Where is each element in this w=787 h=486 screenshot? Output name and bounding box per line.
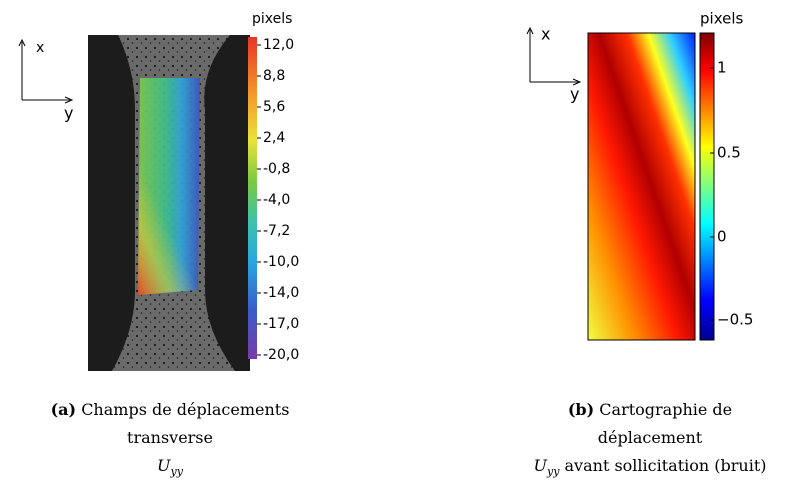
caption-text: Champs de déplacements transverse — [81, 400, 290, 447]
colorbar-tick-label: 1 — [717, 59, 727, 77]
colorbar-tick-label: 0 — [717, 228, 727, 246]
noise-map — [587, 32, 696, 341]
arrow-head — [18, 38, 26, 47]
caption: (a) Champs de déplacements transverse Uy… — [20, 396, 320, 486]
colorbar-tick-label: −0.5 — [717, 311, 753, 329]
axis-x: x — [36, 40, 44, 56]
colorbar — [248, 37, 257, 359]
caption-symbol: U — [157, 456, 171, 475]
colorbar-tick-label: -7,2 — [263, 223, 290, 239]
caption-label: (a) — [50, 400, 77, 419]
colorbar-tick-label: 12,0 — [263, 37, 294, 53]
colorbar — [699, 32, 715, 341]
caption-subscript: yy — [170, 465, 183, 479]
axis-y: y — [64, 104, 73, 123]
colorbar-tick-label: -0,8 — [263, 161, 290, 177]
colorbar-tick-label: -4,0 — [263, 192, 290, 208]
colorbar-tick-label: -14,0 — [263, 285, 299, 301]
arrow-head — [526, 26, 534, 35]
caption: (b) Cartographie de déplacement Uyy avan… — [520, 396, 780, 486]
caption-tail: avant sollicitation (bruit) — [564, 456, 767, 475]
caption-subscript: yy — [546, 465, 560, 479]
arrow-head — [64, 96, 74, 104]
figure: x y pixels 12,0 8,8 5,6 2,4 -0,8 -4,0 -7,2 -10,… — [18, 10, 753, 371]
colorbar-title: pixels — [252, 11, 292, 27]
displacement-field-overlay — [138, 78, 200, 295]
caption-text: Cartographie de déplacement — [597, 400, 733, 447]
axis-y: y — [570, 85, 579, 104]
caption-label: (b) — [567, 400, 595, 419]
colorbar-tick-label: 8,8 — [263, 68, 285, 84]
colorbar-title: pixels — [700, 10, 744, 28]
colorbar-tick-label: 2,4 — [263, 130, 285, 146]
colorbar-tick-label: -10,0 — [263, 254, 299, 270]
colorbar-tick-label: -20,0 — [263, 347, 299, 363]
colorbar-tick-label: -17,0 — [263, 316, 299, 332]
colorbar-tick-label: 0.5 — [717, 144, 741, 162]
arrow-head — [572, 78, 582, 86]
colorbar-tick-label: 5,6 — [263, 99, 285, 115]
caption-symbol: U — [533, 456, 547, 475]
axis-x: x — [541, 25, 550, 44]
